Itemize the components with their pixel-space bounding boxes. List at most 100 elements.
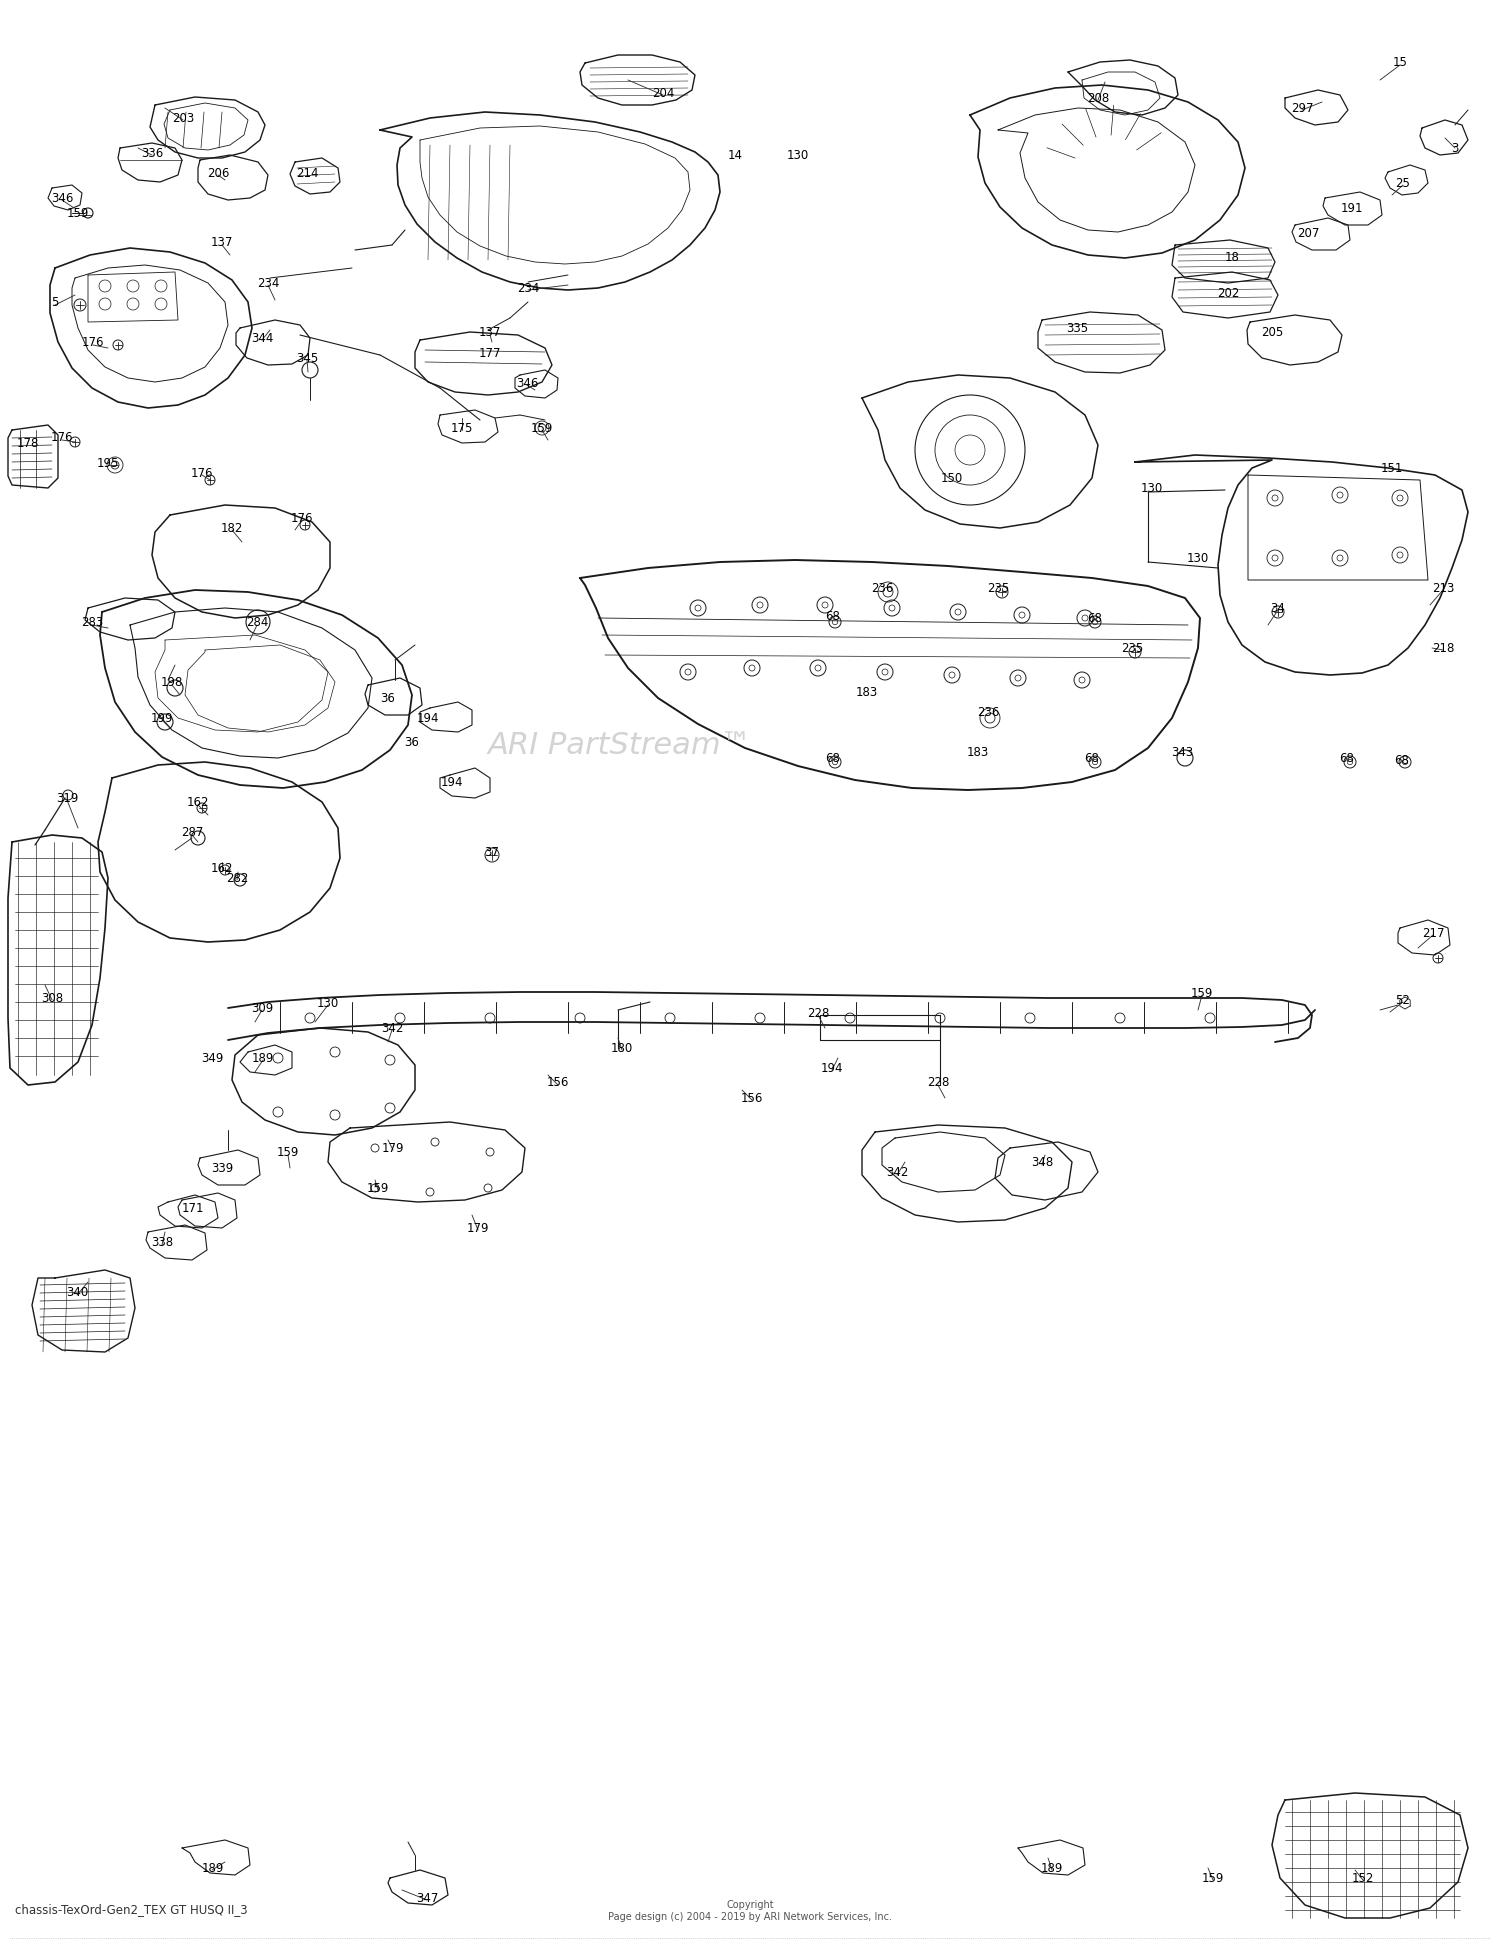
Text: 130: 130 bbox=[1142, 482, 1162, 494]
Text: 68: 68 bbox=[1395, 753, 1410, 766]
Text: 189: 189 bbox=[252, 1052, 274, 1064]
Text: 283: 283 bbox=[81, 617, 104, 630]
Text: 137: 137 bbox=[478, 325, 501, 338]
Text: 68: 68 bbox=[825, 611, 840, 624]
Text: 159: 159 bbox=[1191, 986, 1214, 1000]
Text: 234: 234 bbox=[518, 282, 538, 294]
Text: 228: 228 bbox=[807, 1006, 830, 1019]
Text: 162: 162 bbox=[186, 797, 209, 809]
Text: 25: 25 bbox=[1395, 177, 1410, 189]
Text: 175: 175 bbox=[452, 422, 472, 434]
Text: 189: 189 bbox=[1041, 1861, 1064, 1875]
Text: 68: 68 bbox=[825, 751, 840, 764]
Text: 340: 340 bbox=[66, 1286, 88, 1299]
Text: 204: 204 bbox=[652, 86, 674, 99]
Text: 336: 336 bbox=[141, 146, 164, 159]
Text: 130: 130 bbox=[788, 148, 808, 161]
Text: 162: 162 bbox=[210, 862, 234, 875]
Text: 14: 14 bbox=[728, 148, 742, 161]
Text: 130: 130 bbox=[1186, 552, 1209, 564]
Text: Page design (c) 2004 - 2019 by ARI Network Services, Inc.: Page design (c) 2004 - 2019 by ARI Netwo… bbox=[608, 1912, 892, 1922]
Text: 297: 297 bbox=[1290, 101, 1314, 115]
Text: 234: 234 bbox=[256, 276, 279, 290]
Text: 198: 198 bbox=[160, 677, 183, 689]
Text: 151: 151 bbox=[1382, 461, 1402, 475]
Text: 68: 68 bbox=[1088, 611, 1102, 624]
Text: 15: 15 bbox=[1392, 56, 1407, 68]
Text: 205: 205 bbox=[1262, 325, 1282, 338]
Text: 183: 183 bbox=[856, 687, 877, 700]
Text: 18: 18 bbox=[1224, 251, 1239, 263]
Text: 195: 195 bbox=[98, 457, 118, 469]
Text: 179: 179 bbox=[466, 1221, 489, 1235]
Text: 284: 284 bbox=[246, 617, 268, 630]
Text: 349: 349 bbox=[201, 1052, 223, 1064]
Text: 208: 208 bbox=[1088, 91, 1108, 105]
Text: 156: 156 bbox=[741, 1091, 764, 1105]
Text: ARI PartStream™: ARI PartStream™ bbox=[488, 731, 752, 759]
Text: 179: 179 bbox=[381, 1142, 405, 1155]
Text: 191: 191 bbox=[1341, 202, 1364, 214]
Text: 345: 345 bbox=[296, 352, 318, 364]
Text: 36: 36 bbox=[381, 692, 396, 704]
Text: 159: 159 bbox=[531, 422, 554, 434]
Text: 176: 176 bbox=[81, 335, 104, 348]
Text: 68: 68 bbox=[1084, 751, 1100, 764]
Text: 319: 319 bbox=[56, 792, 78, 805]
Text: 159: 159 bbox=[278, 1146, 298, 1159]
Text: 152: 152 bbox=[1352, 1871, 1374, 1885]
Text: 180: 180 bbox=[610, 1041, 633, 1054]
Text: 218: 218 bbox=[1432, 642, 1454, 655]
Text: 189: 189 bbox=[202, 1861, 223, 1875]
Text: 36: 36 bbox=[405, 737, 420, 749]
Text: 236: 236 bbox=[976, 706, 999, 720]
Text: 347: 347 bbox=[416, 1891, 438, 1904]
Text: 130: 130 bbox=[316, 996, 339, 1009]
Text: 159: 159 bbox=[368, 1181, 388, 1194]
Text: 342: 342 bbox=[886, 1167, 908, 1179]
Text: 346: 346 bbox=[51, 191, 74, 204]
Text: 214: 214 bbox=[296, 167, 318, 179]
Text: 282: 282 bbox=[226, 871, 248, 885]
Text: Copyright: Copyright bbox=[726, 1900, 774, 1910]
Text: 171: 171 bbox=[182, 1202, 204, 1214]
Text: 213: 213 bbox=[1432, 582, 1454, 595]
Text: 343: 343 bbox=[1172, 747, 1192, 759]
Text: 228: 228 bbox=[927, 1076, 950, 1089]
Text: 287: 287 bbox=[182, 827, 203, 840]
Text: 68: 68 bbox=[1340, 751, 1354, 764]
Text: 217: 217 bbox=[1422, 926, 1444, 939]
Text: 176: 176 bbox=[291, 512, 314, 525]
Text: 177: 177 bbox=[478, 346, 501, 360]
Text: 203: 203 bbox=[172, 111, 194, 124]
Text: 335: 335 bbox=[1066, 321, 1088, 335]
Text: 202: 202 bbox=[1216, 286, 1239, 300]
Text: 159: 159 bbox=[68, 206, 88, 220]
Text: 150: 150 bbox=[940, 471, 963, 484]
Text: 183: 183 bbox=[968, 747, 988, 759]
Text: 34: 34 bbox=[1270, 601, 1286, 615]
Text: 176: 176 bbox=[190, 467, 213, 480]
Text: 207: 207 bbox=[1298, 226, 1318, 239]
Text: 344: 344 bbox=[251, 331, 273, 344]
Text: 37: 37 bbox=[484, 846, 500, 858]
Text: chassis-TexOrd-Gen2_TEX GT HUSQ II_3: chassis-TexOrd-Gen2_TEX GT HUSQ II_3 bbox=[15, 1904, 248, 1916]
Text: 339: 339 bbox=[211, 1161, 232, 1175]
Text: 206: 206 bbox=[207, 167, 230, 179]
Text: 308: 308 bbox=[40, 992, 63, 1004]
Text: 338: 338 bbox=[152, 1237, 172, 1249]
Text: 235: 235 bbox=[987, 582, 1010, 595]
Text: 236: 236 bbox=[871, 582, 892, 595]
Text: 235: 235 bbox=[1120, 642, 1143, 655]
Text: 199: 199 bbox=[150, 712, 172, 724]
Text: 194: 194 bbox=[417, 712, 440, 724]
Text: 178: 178 bbox=[16, 436, 39, 449]
Text: 342: 342 bbox=[381, 1021, 404, 1035]
Text: 5: 5 bbox=[51, 296, 58, 309]
Text: 137: 137 bbox=[211, 235, 232, 249]
Text: 3: 3 bbox=[1452, 142, 1458, 154]
Text: 346: 346 bbox=[516, 377, 538, 389]
Text: 156: 156 bbox=[548, 1076, 568, 1089]
Text: 309: 309 bbox=[251, 1002, 273, 1015]
Text: 182: 182 bbox=[220, 521, 243, 535]
